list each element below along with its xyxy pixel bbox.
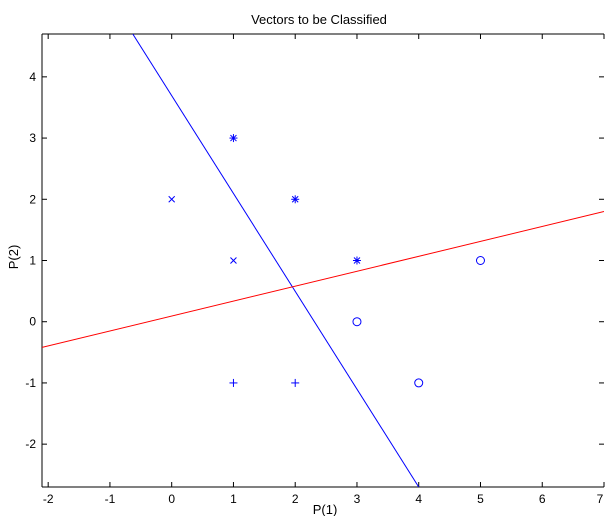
- y-tick-label: 4: [29, 70, 36, 84]
- x-tick-label: 3: [354, 492, 361, 506]
- x-tick-label: 5: [477, 492, 484, 506]
- data-point-circle: [414, 378, 424, 388]
- y-tick-label: -1: [25, 376, 36, 390]
- y-tick-label: -2: [25, 437, 36, 451]
- x-tick-label: 7: [597, 492, 604, 506]
- data-point-x: [168, 195, 176, 203]
- data-point-star: [291, 195, 300, 204]
- y-tick-label: 2: [29, 192, 36, 206]
- x-tick-label: 2: [292, 492, 299, 506]
- x-axis-label: P(1): [313, 502, 338, 516]
- x-tick-label: 1: [230, 492, 237, 506]
- data-point-plus: [229, 378, 238, 387]
- x-tick-label: 0: [168, 492, 175, 506]
- y-axis-label: P(2): [6, 245, 21, 270]
- x-tick-label: -2: [43, 492, 54, 506]
- plot-area: -2 -1 0 1 2 3 4 5 6 7 -2 -1 0 1 2 3 4: [25, 33, 605, 506]
- decision-boundary-line: [42, 211, 604, 348]
- y-tick-label: 3: [29, 131, 36, 145]
- data-point-circle: [475, 256, 485, 265]
- x-tick-label: 4: [415, 492, 422, 506]
- data-point-star: [229, 134, 238, 143]
- x-tick-label: -1: [105, 492, 116, 506]
- y-tick-label: 0: [29, 315, 36, 329]
- data-point-star: [352, 256, 361, 265]
- x-tick-label: 6: [539, 492, 546, 506]
- data-point-plus: [291, 378, 300, 387]
- data-point-circle: [352, 317, 362, 327]
- chart-title: Vectors to be Classified: [251, 12, 387, 27]
- data-point-x: [230, 257, 237, 264]
- y-tick-label: 1: [29, 254, 36, 268]
- decision-boundary-line: [132, 34, 420, 487]
